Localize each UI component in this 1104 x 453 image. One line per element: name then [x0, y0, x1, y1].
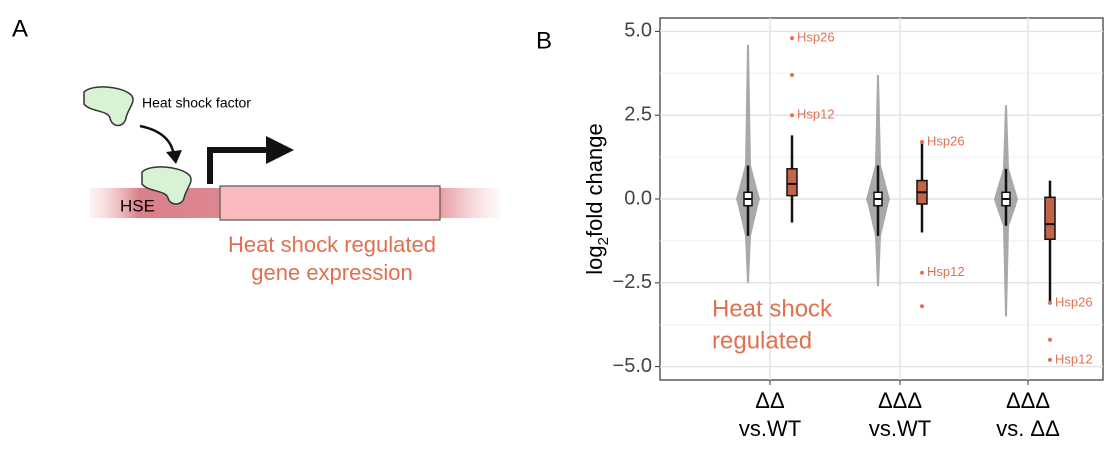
outlier: [1048, 300, 1052, 305]
factor-bound: [141, 166, 192, 205]
caption: Heat shock regulated: [228, 232, 436, 257]
group: [994, 105, 1018, 317]
outlier-label: Hsp26: [927, 133, 965, 148]
panel-label: B: [536, 27, 552, 54]
x-tick-label: vs. ΔΔ: [996, 416, 1060, 441]
outlier: [920, 140, 924, 145]
y-label-sub: 2: [595, 237, 612, 245]
box: [1044, 196, 1056, 240]
annotation: Heat shock: [712, 295, 833, 322]
plot: Hsp26 Hsp12 Hsp26 Hsp12 Hsp26 Hsp12: [660, 18, 1103, 380]
gene-box: [219, 185, 441, 221]
outlier-label: Hsp12: [927, 264, 965, 279]
outlier: [1048, 357, 1052, 362]
outlier: [790, 72, 794, 77]
outlier: [920, 304, 924, 309]
group: Hsp26 Hsp12: [916, 133, 965, 309]
y-label-part: fold change: [582, 123, 607, 237]
y-tick-label: −5.0: [613, 355, 652, 377]
y-tick-label: 0.0: [624, 187, 652, 209]
violin: [736, 44, 760, 283]
outlier-label: Hsp26: [797, 30, 835, 45]
binding-arrow: [139, 124, 176, 157]
y-tick-label: 2.5: [624, 103, 652, 125]
y-label-part: log: [582, 245, 607, 274]
x-tick-label: ΔΔΔ: [878, 388, 922, 413]
factor-label: Heat shock factor: [142, 95, 251, 111]
promoter-arrow: [207, 147, 268, 184]
outlier: [920, 270, 924, 275]
group: [866, 74, 890, 287]
y-tick-label: 5.0: [624, 20, 652, 42]
caption: gene expression: [251, 260, 412, 285]
x-tick-label: ΔΔ: [755, 388, 785, 413]
outlier: [790, 113, 794, 118]
arrowhead: [166, 150, 182, 164]
outlier-label: Hsp12: [1055, 351, 1093, 366]
group: [736, 44, 760, 283]
panel-label: A: [12, 15, 28, 42]
annotation: regulated: [712, 327, 812, 354]
y-tick-label: −2.5: [613, 271, 652, 293]
y-axis-label: log2fold change: [582, 123, 612, 274]
x-tick-label: vs.WT: [869, 416, 931, 441]
group: Hsp26 Hsp12: [786, 30, 835, 223]
x-tick-label: ΔΔΔ: [1006, 388, 1050, 413]
group: Hsp26 Hsp12: [1044, 180, 1093, 366]
box: [786, 168, 798, 197]
outlier: [790, 36, 794, 41]
x-tick-label: vs.WT: [739, 416, 801, 441]
arrowhead: [266, 136, 294, 164]
factor-shape: [83, 86, 134, 127]
outlier-label: Hsp26: [1055, 294, 1093, 309]
element-label: HSE: [120, 196, 155, 215]
outlier: [1048, 337, 1052, 342]
outlier-label: Hsp12: [797, 107, 835, 122]
